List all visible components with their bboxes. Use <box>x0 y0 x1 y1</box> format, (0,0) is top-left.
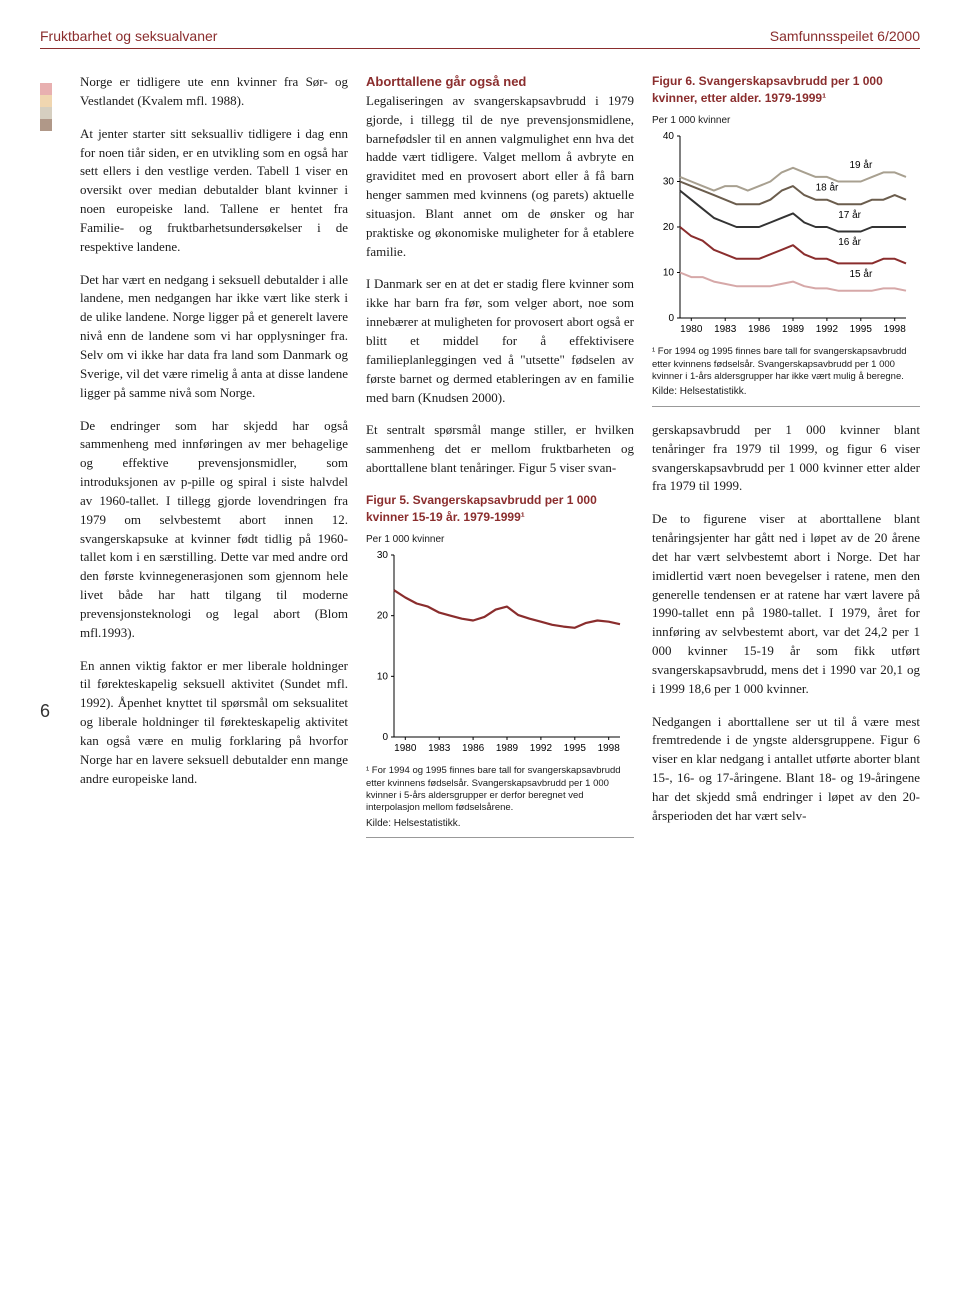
svg-text:1983: 1983 <box>714 324 737 335</box>
svg-text:10: 10 <box>663 268 675 279</box>
figure-rule <box>366 837 634 838</box>
figure-rule <box>652 406 920 407</box>
svg-text:1989: 1989 <box>782 324 805 335</box>
svg-text:20: 20 <box>663 222 675 233</box>
figure-title: Figur 5. Svangerskapsavbrudd per 1 000 k… <box>366 492 634 527</box>
svg-text:1998: 1998 <box>598 743 621 754</box>
figure-5: Figur 5. Svangerskapsavbrudd per 1 000 k… <box>366 492 634 838</box>
svg-text:1986: 1986 <box>462 743 485 754</box>
svg-text:1995: 1995 <box>850 324 873 335</box>
figure-source: Kilde: Helsestatistikk. <box>366 817 634 832</box>
paragraph-text: Legaliseringen av svangerskapsavbrudd i … <box>366 93 634 259</box>
figure-footnote: ¹ For 1994 og 1995 finnes bare tall for … <box>366 765 634 814</box>
svg-text:0: 0 <box>382 732 388 743</box>
svg-text:19 år: 19 år <box>850 159 873 171</box>
margin-column: 6 <box>40 73 60 838</box>
paragraph: I Danmark ser en at det er stadig flere … <box>366 275 634 407</box>
svg-text:10: 10 <box>377 671 389 682</box>
svg-text:1980: 1980 <box>394 743 417 754</box>
svg-text:1986: 1986 <box>748 324 771 335</box>
y-axis-label: Per 1 000 kvinner <box>366 533 634 548</box>
section-heading: Aborttallene går også ned <box>366 73 634 92</box>
page-body: 6 Norge er tidligere ute enn kvinner fra… <box>40 73 920 838</box>
paragraph: Aborttallene går også nedLegaliseringen … <box>366 73 634 261</box>
header-left: Fruktbarhet og seksualvaner <box>40 28 217 44</box>
figure-chart: 0 10 20 30 1980 1983 1986 1989 1992 1995 1998 <box>366 549 626 759</box>
svg-text:1980: 1980 <box>680 324 703 335</box>
svg-text:40: 40 <box>663 131 675 142</box>
figure-source: Kilde: Helsestatistikk. <box>652 385 920 400</box>
article-content: Norge er tidligere ute enn kvinner fra S… <box>80 73 920 838</box>
paragraph: De endringer som har skjedd har også sam… <box>80 417 348 643</box>
figure-chart: 0 10 20 30 40 1980 1983 1986 1989 1992 1995 1998 19 … <box>652 130 912 340</box>
paragraph: At jenter starter sitt seksualliv tidlig… <box>80 125 348 257</box>
svg-text:1989: 1989 <box>496 743 519 754</box>
paragraph: Nedgangen i aborttallene ser ut til å væ… <box>652 713 920 826</box>
figure-title: Figur 6. Svangerskapsavbrudd per 1 000 k… <box>652 73 920 108</box>
page-number: 6 <box>40 701 50 722</box>
svg-text:1995: 1995 <box>564 743 587 754</box>
svg-text:20: 20 <box>377 611 389 622</box>
y-axis-label: Per 1 000 kvinner <box>652 114 920 129</box>
svg-text:17 år: 17 år <box>838 209 861 221</box>
banner-blocks <box>40 83 52 131</box>
paragraph: gerskapsavbrudd per 1 000 kvinner blant … <box>652 421 920 496</box>
svg-text:1992: 1992 <box>816 324 839 335</box>
figure-footnote: ¹ For 1994 og 1995 finnes bare tall for … <box>652 346 920 383</box>
page-header: Fruktbarhet og seksualvaner Samfunnsspei… <box>40 28 920 49</box>
svg-text:0: 0 <box>668 313 674 324</box>
svg-text:15 år: 15 år <box>850 268 873 280</box>
svg-text:18 år: 18 år <box>816 182 839 194</box>
paragraph: Det har vært en nedgang i seksuell debut… <box>80 271 348 403</box>
svg-text:1992: 1992 <box>530 743 553 754</box>
svg-text:30: 30 <box>377 550 389 561</box>
paragraph: Et sentralt spørsmål mange stiller, er h… <box>366 421 634 478</box>
svg-text:30: 30 <box>663 177 675 188</box>
paragraph: De to figurene viser at aborttallene bla… <box>652 510 920 698</box>
svg-text:16 år: 16 år <box>838 236 861 248</box>
svg-text:1983: 1983 <box>428 743 451 754</box>
header-right: Samfunnsspeilet 6/2000 <box>770 28 920 44</box>
figure-6: Figur 6. Svangerskapsavbrudd per 1 000 k… <box>652 73 920 407</box>
paragraph: Norge er tidligere ute enn kvinner fra S… <box>80 73 348 111</box>
svg-text:1998: 1998 <box>884 324 907 335</box>
paragraph: En annen viktig faktor er mer liberale h… <box>80 657 348 789</box>
